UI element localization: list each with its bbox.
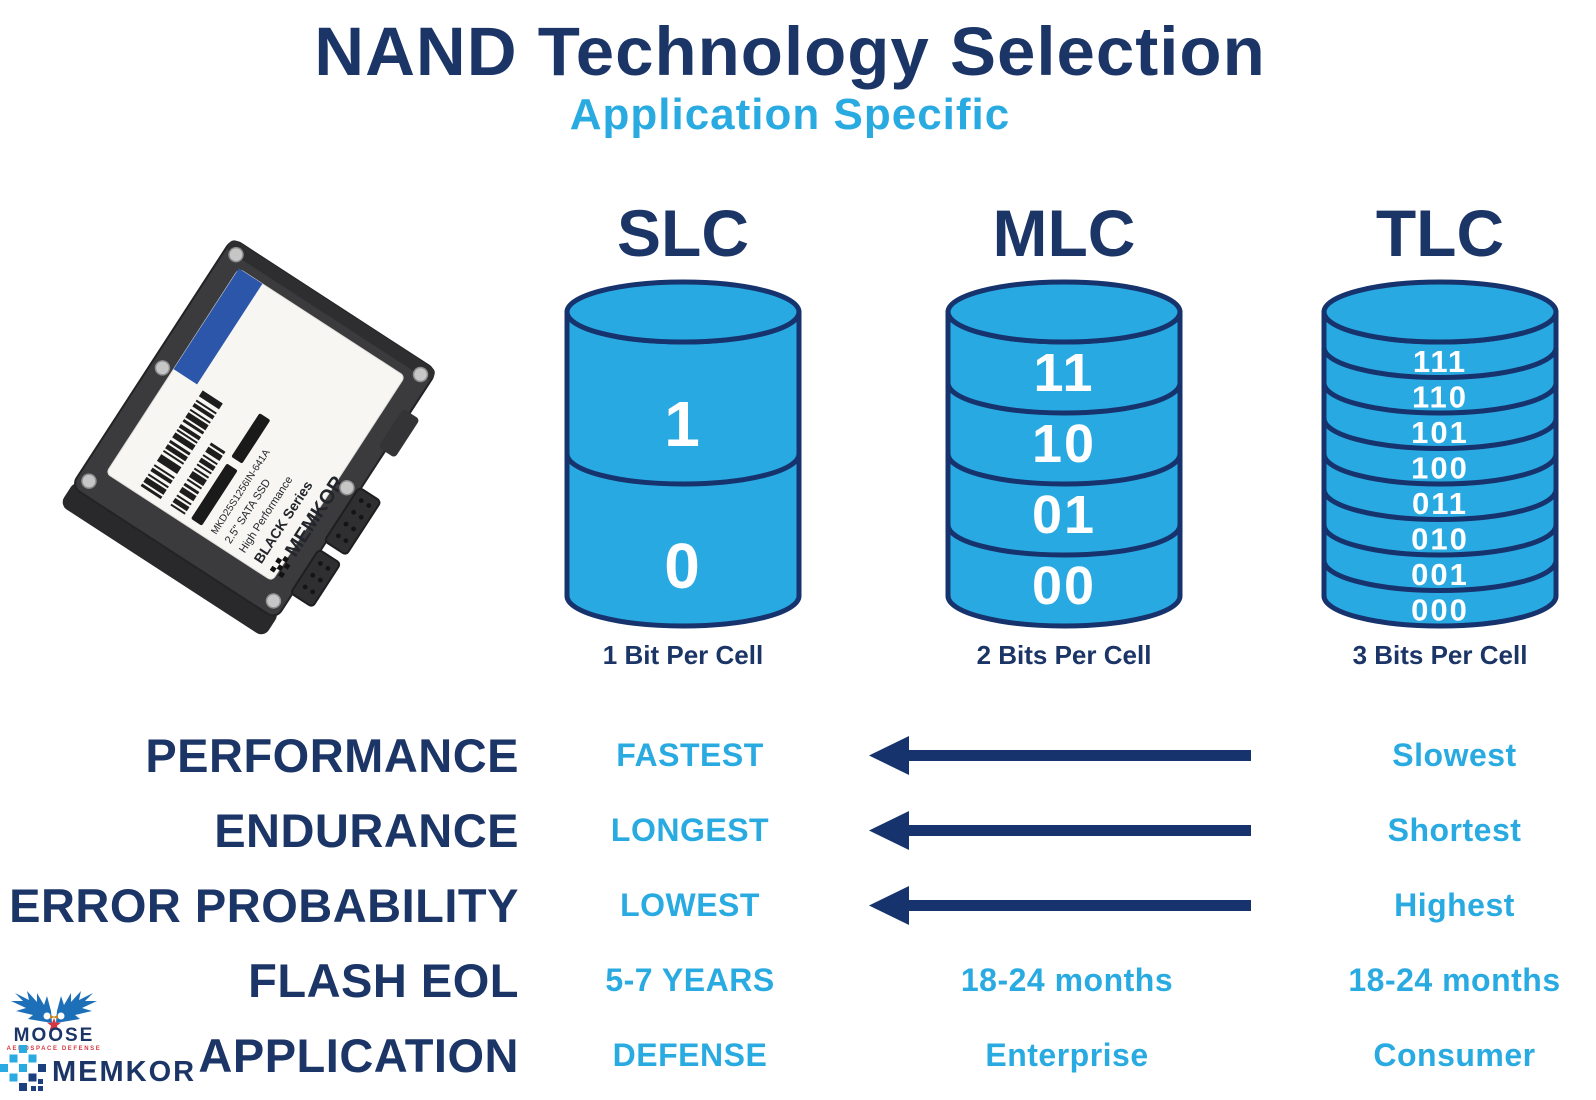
page-title: NAND Technology Selection <box>314 13 1266 90</box>
cell-state-label: 11 <box>1033 343 1094 403</box>
row-label: PERFORMANCE <box>145 729 519 782</box>
checkered-flag-icon <box>269 555 291 579</box>
tlc-value-cell: Consumer <box>1273 1018 1596 1093</box>
eagle-head <box>42 1011 52 1021</box>
slc-value: LONGEST <box>610 812 770 848</box>
tlc-value-cell: Shortest <box>1273 793 1596 868</box>
comparison-table: PERFORMANCE FASTEST Slowest ENDURANCE LONGES… <box>0 718 1596 1093</box>
nand-type-header: SLC <box>617 196 749 270</box>
nand-cell-cylinder: 11 10 01 00 <box>945 279 1183 629</box>
row-label: ERROR PROBABILITY <box>9 879 519 932</box>
cell-state-label: 011 <box>1412 486 1468 521</box>
cell-state-label: 000 <box>1411 593 1469 628</box>
mlc-value: 18-24 months <box>960 962 1174 998</box>
ssd-drawing: MKD25S1256IN-641A 2.5" SATA SSD High Per… <box>62 240 435 635</box>
ssd-edge-tab <box>379 410 419 457</box>
slc-value-cell: LONGEST <box>519 793 861 868</box>
moose-logo: MOOSE AEROSPACE DEFENSE <box>4 990 104 1052</box>
eagle-head <box>56 1011 66 1021</box>
cell-state-label: 110 <box>1412 380 1468 415</box>
tlc-value-cell: Slowest <box>1273 718 1596 793</box>
row-label: ENDURANCE <box>214 804 519 857</box>
bits-per-cell-label: 2 Bits Per Cell <box>976 640 1152 670</box>
cell-state-label: 01 <box>1032 485 1096 545</box>
ssd-connectors <box>291 487 381 607</box>
comparison-arrow-cell <box>861 868 1273 943</box>
ssd-product-image: MKD25S1256IN-641A 2.5" SATA SSD High Per… <box>52 232 452 656</box>
ssd-label-blue-stripe <box>173 268 263 385</box>
ssd-screws <box>81 246 429 609</box>
moose-tagline: AEROSPACE DEFENSE <box>7 1046 102 1052</box>
tlc-value: 18-24 months <box>1348 962 1561 998</box>
slc-value-cell: FASTEST <box>519 718 861 793</box>
label-black-tag <box>231 413 270 463</box>
leftward-arrow <box>869 736 1251 775</box>
cell-state-label: 0 <box>664 530 702 602</box>
comparison-arrow-cell <box>861 718 1273 793</box>
nand-type-header: MLC <box>992 196 1136 270</box>
tlc-value: Highest <box>1394 887 1515 923</box>
bits-per-cell-label: 3 Bits Per Cell <box>1352 640 1528 670</box>
slc-value-cell: DEFENSE <box>519 1018 861 1093</box>
star-icon <box>47 1018 61 1031</box>
tlc-value-cell: Highest <box>1273 868 1596 943</box>
cell-state-label: 10 <box>1032 414 1096 474</box>
tlc-value: Consumer <box>1373 1037 1536 1073</box>
bits-per-cell-label: 1 Bit Per Cell <box>602 640 764 670</box>
memkor-wordmark: MEMKOR <box>52 1055 197 1088</box>
ssd-side-face <box>62 483 277 635</box>
leftward-arrow <box>869 886 1251 925</box>
slc-value-cell: 5-7 YEARS <box>519 943 861 1018</box>
moose-eagle-icon: MOOSE AEROSPACE DEFENSE <box>7 991 102 1052</box>
row-label: APPLICATION <box>198 1029 519 1082</box>
cell-state-label: 101 <box>1411 415 1469 450</box>
cell-state-label: 111 <box>1413 344 1467 379</box>
cell-state-label: 1 <box>664 388 702 460</box>
nand-column-tlc: TLC 111 110 101 100 011 010 001 000 3 Bits Per Ce… <box>1315 192 1565 671</box>
slc-value: FASTEST <box>616 737 764 773</box>
tlc-value: Slowest <box>1392 737 1517 773</box>
cell-state-label: 100 <box>1411 451 1469 486</box>
page-subtitle: Application Specific <box>569 90 1011 139</box>
cell-state-label: 001 <box>1411 557 1469 592</box>
memkor-logo: MEMKOR <box>0 1044 196 1094</box>
tlc-value: Shortest <box>1387 812 1522 848</box>
ssd-top-bevel <box>227 240 435 380</box>
mlc-value: Enterprise <box>985 1037 1149 1073</box>
nand-cell-cylinder: 10 <box>564 279 802 629</box>
nand-column-mlc: MLC 11 10 01 00 2 Bits Per Cell <box>939 192 1189 671</box>
label-black-tag <box>191 464 237 526</box>
cell-state-label: 010 <box>1411 522 1469 557</box>
leftward-arrow <box>869 811 1251 850</box>
nand-column-slc: SLC 1 0 1 Bit Per Cell <box>558 192 808 671</box>
mlc-value-cell: Enterprise <box>861 1018 1273 1093</box>
cell-state-label: 00 <box>1032 556 1096 616</box>
mlc-value-cell: 18-24 months <box>861 943 1273 1018</box>
slc-value: LOWEST <box>620 887 760 923</box>
nand-type-header: TLC <box>1375 196 1505 270</box>
moose-wordmark: MOOSE <box>14 1025 95 1046</box>
barcode <box>140 390 223 500</box>
tlc-value-cell: 18-24 months <box>1273 943 1596 1018</box>
slc-value-cell: LOWEST <box>519 868 861 943</box>
slc-value: 5-7 YEARS <box>605 962 775 998</box>
comparison-arrow-cell <box>861 793 1273 868</box>
row-label: FLASH EOL <box>248 954 519 1007</box>
memkor-pixel-icon <box>0 1045 46 1091</box>
slc-value: DEFENSE <box>612 1037 768 1073</box>
